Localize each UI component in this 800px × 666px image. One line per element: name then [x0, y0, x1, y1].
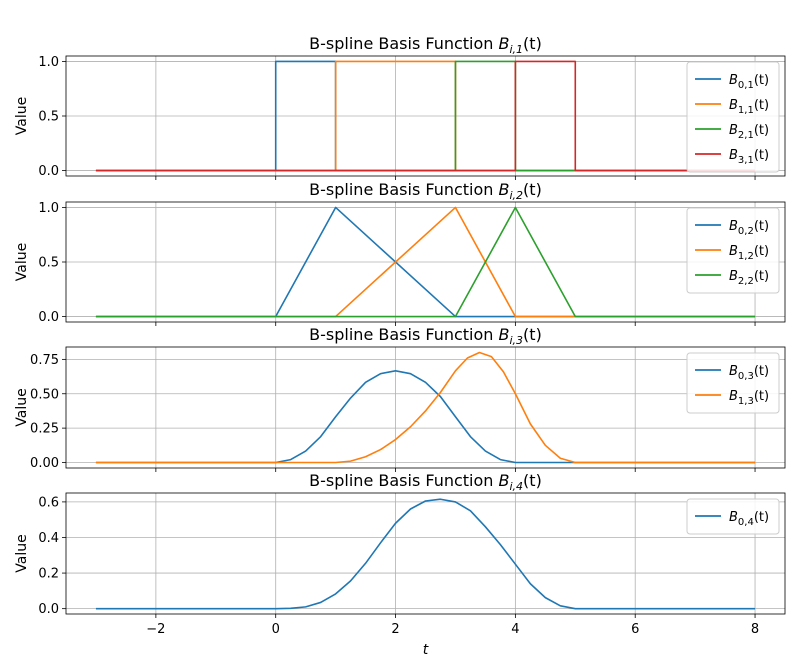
- legend-box: [686, 498, 780, 535]
- legend: B0,2(t) B1,2(t) B2,2(t): [686, 207, 780, 294]
- y-tick-label: 1.0: [38, 55, 59, 70]
- x-tick-label: 8: [751, 622, 759, 637]
- x-tick-label: −2: [146, 622, 165, 637]
- subplot-4: 0.0 0.2 0.4 0.6 −2 0 2 4 6 8 Value t B-spline Basis …: [14, 471, 786, 658]
- x-tick-label: 2: [391, 622, 399, 637]
- legend-box: [686, 207, 780, 294]
- legend-label: B2,1(t): [729, 123, 769, 141]
- y-axis-label: Value: [14, 97, 30, 135]
- y-tick-label: 0.0: [38, 164, 59, 179]
- subplot-title: B-spline Basis Function Bi,1(t): [309, 34, 542, 56]
- y-tick-label: 0.00: [30, 456, 59, 471]
- legend-label: B3,1(t): [729, 148, 769, 166]
- y-tick-label: 0.5: [38, 256, 59, 271]
- y-tick-label: 0.0: [38, 310, 59, 325]
- legend-label: B0,4(t): [729, 510, 769, 528]
- y-tick-label: 0.4: [38, 531, 59, 546]
- x-tick-label: 4: [511, 622, 519, 637]
- subplot-title: B-spline Basis Function Bi,2(t): [309, 180, 542, 202]
- subplot-3: 0.00 0.25 0.50 0.75 Value B-spline Basis Func…: [14, 325, 786, 472]
- legend: B0,1(t) B1,1(t) B2,1(t) B3,1(t): [686, 61, 780, 173]
- y-tick-label: 0.6: [38, 495, 59, 510]
- subplot-1: 0.0 0.5 1.0 Value B-spline Basis Function Bi…: [14, 34, 786, 180]
- y-tick-label: 0.25: [30, 422, 59, 437]
- legend-label: B0,1(t): [729, 73, 769, 91]
- series-line-0-3: [95, 369, 756, 464]
- y-axis-label: Value: [14, 388, 30, 426]
- x-axis-label: t: [423, 642, 429, 658]
- series-line-0-4: [95, 498, 756, 610]
- y-tick-label: 1.0: [38, 201, 59, 216]
- legend-label: B0,2(t): [729, 219, 769, 237]
- subplot-title: B-spline Basis Function Bi,4(t): [309, 471, 542, 493]
- axes-frame: [65, 346, 786, 469]
- x-tick-label: 6: [631, 622, 639, 637]
- legend-label: B0,3(t): [729, 364, 769, 382]
- y-axis-label: Value: [14, 243, 30, 281]
- y-tick-label: 0.0: [38, 602, 59, 617]
- y-tick-label: 0.2: [38, 567, 59, 582]
- axes-frame: [65, 492, 786, 615]
- legend-label: B1,3(t): [729, 389, 769, 407]
- legend-box: [686, 61, 780, 173]
- subplot-2: 0.0 0.5 1.0 Value B-spline Basis Function Bi…: [14, 180, 786, 326]
- legend-label: B2,2(t): [729, 269, 769, 287]
- y-tick-label: 0.75: [30, 353, 59, 368]
- y-tick-label: 0.50: [30, 387, 59, 402]
- x-tick-label: 0: [272, 622, 280, 637]
- legend-label: B1,1(t): [729, 98, 769, 116]
- y-axis-label: Value: [14, 534, 30, 572]
- subplot-title: B-spline Basis Function Bi,3(t): [309, 325, 542, 347]
- series-line-1-3: [95, 351, 756, 464]
- legend: B0,4(t): [686, 498, 780, 535]
- series-line-3-1: [95, 60, 756, 172]
- legend: B0,3(t) B1,3(t): [686, 352, 780, 414]
- legend-label: B1,2(t): [729, 244, 769, 262]
- series-line-2-2: [95, 206, 756, 318]
- legend-box: [686, 352, 780, 414]
- y-tick-label: 0.5: [38, 110, 59, 125]
